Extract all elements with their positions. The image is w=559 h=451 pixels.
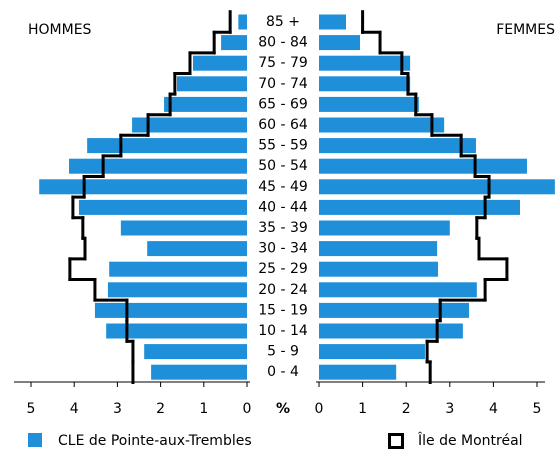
x-tick-label: 5	[533, 401, 542, 417]
age-label: 5 - 9	[267, 344, 299, 360]
bar	[132, 117, 247, 133]
bar	[177, 76, 247, 92]
bar	[109, 261, 247, 277]
bar	[319, 282, 477, 298]
x-tick-label: 1	[358, 401, 367, 417]
age-label: 50 - 54	[258, 158, 308, 174]
bar	[319, 96, 419, 112]
x-tick-label: 5	[27, 401, 36, 417]
bar	[319, 364, 397, 380]
right-label: FEMMES	[496, 22, 555, 38]
bar	[193, 55, 247, 71]
x-tick-label: 4	[489, 401, 498, 417]
age-label: 60 - 64	[258, 117, 308, 133]
bar	[78, 199, 248, 215]
age-label: 65 - 69	[258, 96, 308, 112]
bar	[319, 35, 360, 51]
x-tick-label: 4	[70, 401, 79, 417]
legend-swatch	[28, 433, 42, 447]
bar	[39, 179, 247, 195]
bar	[120, 220, 247, 236]
bar	[319, 220, 450, 236]
age-label: 70 - 74	[258, 76, 308, 92]
bar	[164, 96, 247, 112]
bar	[144, 344, 247, 360]
age-label: 30 - 34	[258, 241, 308, 257]
bar	[106, 323, 247, 339]
axis-label: %	[276, 401, 290, 417]
bar	[319, 76, 411, 92]
age-label: 80 - 84	[258, 35, 308, 51]
bar	[319, 344, 425, 360]
age-label: 85 +	[266, 14, 300, 30]
bar	[147, 241, 247, 257]
bar	[221, 35, 247, 51]
bar	[319, 55, 411, 71]
bar	[151, 364, 247, 380]
bar	[107, 282, 247, 298]
age-label: 45 - 49	[258, 179, 308, 195]
bar	[69, 158, 248, 174]
age-label: 35 - 39	[258, 220, 308, 236]
age-label: 55 - 59	[258, 138, 308, 154]
bar	[319, 241, 438, 257]
age-label: 10 - 14	[258, 323, 308, 339]
bar	[319, 117, 445, 133]
bar	[319, 14, 347, 30]
bar	[319, 199, 520, 215]
bar	[319, 302, 469, 318]
x-tick-label: 0	[243, 401, 252, 417]
bar	[87, 138, 247, 154]
x-tick-label: 2	[156, 401, 165, 417]
age-label: 20 - 24	[258, 282, 308, 298]
legend-swatch	[388, 433, 404, 449]
x-tick-label: 0	[315, 401, 324, 417]
age-label: 40 - 44	[258, 199, 308, 215]
legend-label: CLE de Pointe-aux-Trembles	[58, 433, 252, 449]
legend-label: Île de Montréal	[417, 431, 523, 449]
x-tick-label: 2	[402, 401, 411, 417]
bar	[319, 138, 476, 154]
age-label: 75 - 79	[258, 55, 308, 71]
x-tick-label: 3	[445, 401, 454, 417]
bar	[319, 158, 527, 174]
bar	[319, 179, 555, 195]
bar	[238, 14, 247, 30]
age-label: 0 - 4	[267, 364, 299, 380]
age-label: 15 - 19	[258, 302, 308, 318]
bar	[94, 302, 247, 318]
x-tick-label: 3	[113, 401, 122, 417]
bar	[319, 323, 463, 339]
bar	[319, 261, 439, 277]
left-label: HOMMES	[28, 22, 92, 38]
age-label: 25 - 29	[258, 261, 308, 277]
x-tick-label: 1	[199, 401, 208, 417]
